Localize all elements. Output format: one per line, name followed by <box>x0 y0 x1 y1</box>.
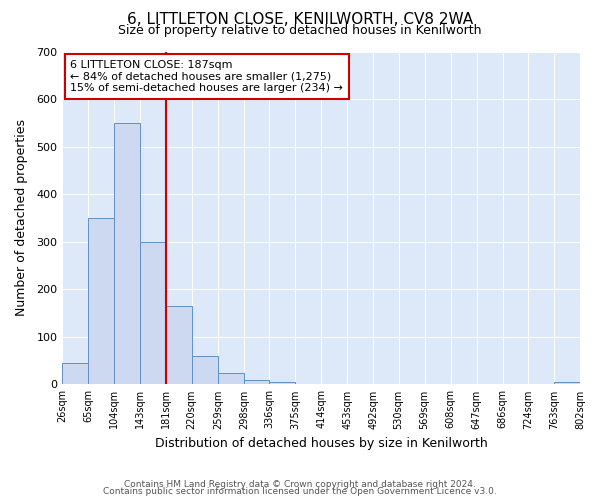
Bar <box>62 363 88 384</box>
Text: 6, LITTLETON CLOSE, KENILWORTH, CV8 2WA: 6, LITTLETON CLOSE, KENILWORTH, CV8 2WA <box>127 12 473 28</box>
Text: Contains HM Land Registry data © Crown copyright and database right 2024.: Contains HM Land Registry data © Crown c… <box>124 480 476 489</box>
X-axis label: Distribution of detached houses by size in Kenilworth: Distribution of detached houses by size … <box>155 437 488 450</box>
Text: Contains public sector information licensed under the Open Government Licence v3: Contains public sector information licen… <box>103 487 497 496</box>
Text: 6 LITTLETON CLOSE: 187sqm
← 84% of detached houses are smaller (1,275)
15% of se: 6 LITTLETON CLOSE: 187sqm ← 84% of detac… <box>70 60 343 93</box>
Bar <box>269 382 295 384</box>
Bar <box>88 218 115 384</box>
Bar <box>218 372 244 384</box>
Bar <box>554 382 580 384</box>
Bar <box>115 123 140 384</box>
Bar <box>166 306 192 384</box>
Text: Size of property relative to detached houses in Kenilworth: Size of property relative to detached ho… <box>118 24 482 37</box>
Bar <box>244 380 269 384</box>
Y-axis label: Number of detached properties: Number of detached properties <box>15 120 28 316</box>
Bar <box>192 356 218 384</box>
Bar <box>140 242 166 384</box>
